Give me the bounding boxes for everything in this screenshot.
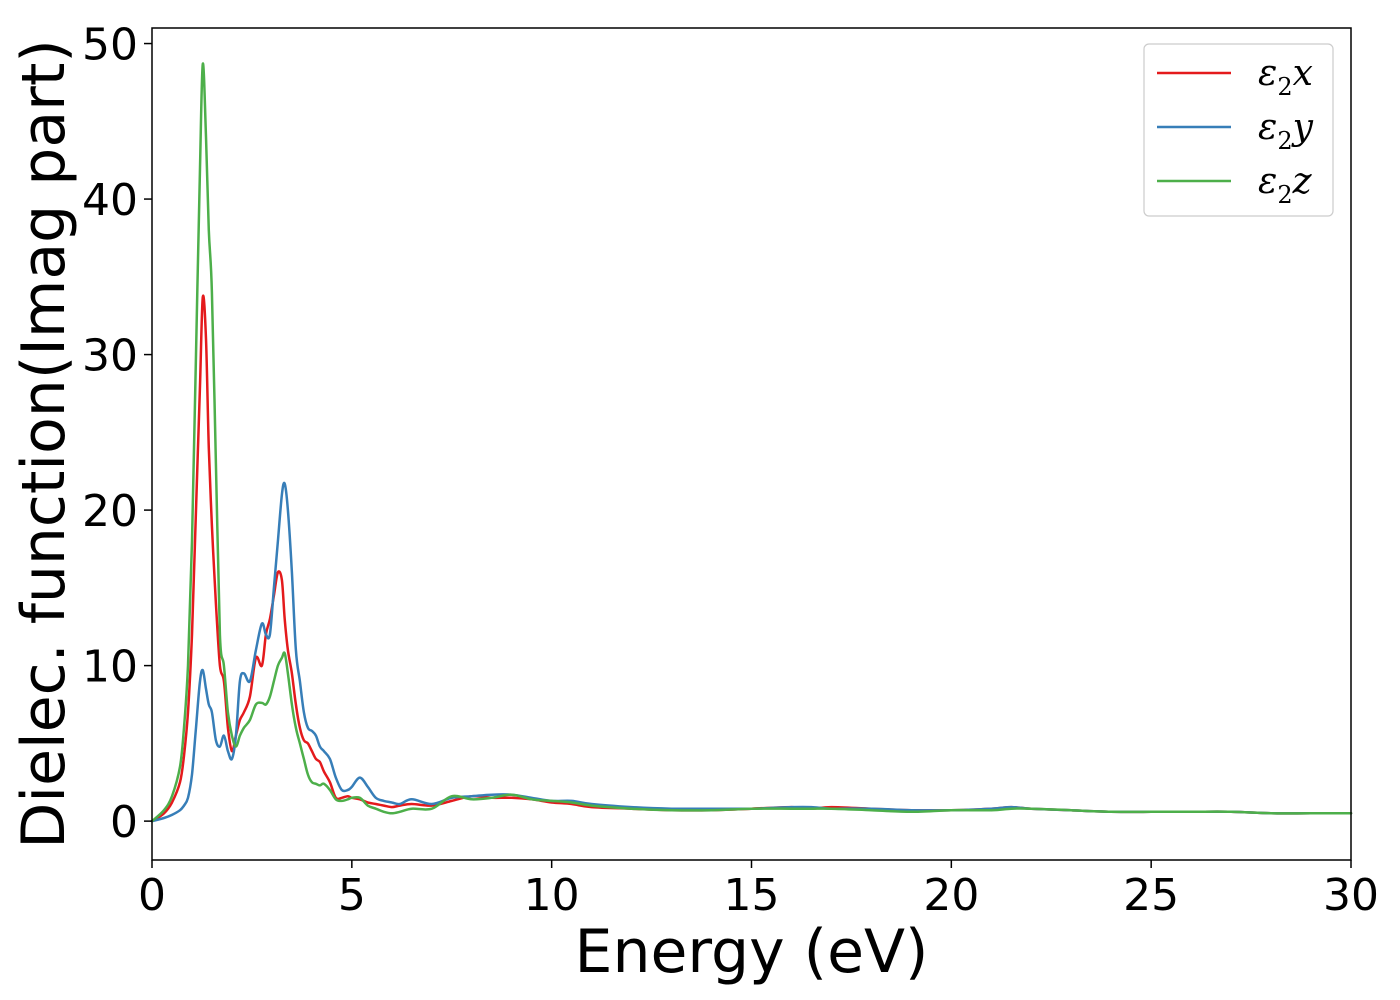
x-axis-label: Energy (eV): [575, 917, 929, 987]
legend-subscript: 2: [1277, 73, 1292, 101]
x-tick-label: 15: [724, 870, 780, 921]
x-tick-label: 0: [138, 870, 166, 921]
legend-subscript: 2: [1277, 181, 1292, 209]
legend-subscript: 2: [1277, 127, 1292, 155]
x-tick-label: 25: [1123, 870, 1179, 921]
x-tick-label: 10: [524, 870, 580, 921]
ticks-layer: 0 5 10 15 20 25 30 0 10 20 30 40 50: [82, 20, 1379, 921]
y-tick-label: 0: [110, 797, 138, 848]
legend-symbol: ε: [1258, 107, 1277, 148]
legend-entry-x: ε2x: [1258, 53, 1313, 101]
y-tick-label: 30: [82, 331, 138, 382]
x-tick-label: 5: [338, 870, 366, 921]
legend-entry-y: ε2y: [1258, 107, 1314, 155]
y-tick-label: 40: [82, 175, 138, 226]
legend-component: x: [1293, 53, 1313, 94]
series-line-z: [150, 62, 1353, 823]
legend-component: y: [1291, 107, 1314, 148]
legend-component: z: [1292, 161, 1313, 202]
series-line-x: [150, 294, 1353, 823]
x-tick-label: 20: [923, 870, 979, 921]
legend-symbol: ε: [1258, 161, 1277, 202]
y-tick-label: 50: [82, 20, 138, 71]
legend-symbol: ε: [1258, 53, 1277, 94]
legend-entry-z: ε2z: [1258, 161, 1313, 209]
x-tick-label: 30: [1323, 870, 1379, 921]
legend-box: [1143, 43, 1334, 217]
y-tick-label: 10: [82, 642, 138, 693]
y-axis-label: Dielec. function(Imag part): [9, 39, 79, 849]
y-tick-label: 20: [82, 486, 138, 537]
series-layer: [150, 62, 1353, 823]
series-line-y: [150, 481, 1353, 823]
